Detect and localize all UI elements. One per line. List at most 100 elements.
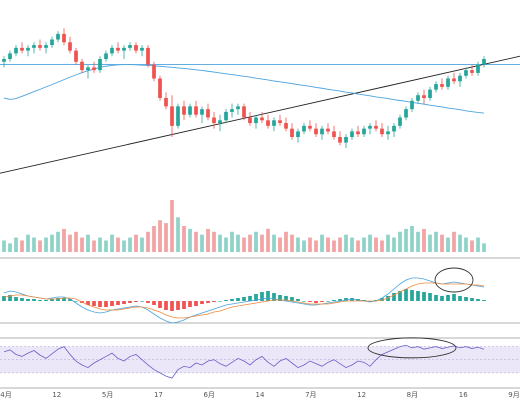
volume-bar bbox=[146, 231, 150, 252]
macd-histogram-bar bbox=[362, 300, 366, 301]
volume-bar bbox=[290, 234, 294, 252]
macd-line bbox=[3, 277, 485, 324]
volume-bar bbox=[302, 240, 306, 252]
macd-histogram-bar bbox=[86, 301, 90, 305]
volume-bar bbox=[182, 226, 186, 252]
macd-histogram-bar bbox=[158, 301, 162, 308]
macd-histogram-bar bbox=[350, 298, 354, 301]
volume-bar bbox=[284, 231, 288, 252]
candle-body bbox=[248, 117, 252, 124]
volume-bar bbox=[104, 240, 108, 252]
macd-histogram-bar bbox=[398, 291, 402, 301]
volume-bar bbox=[446, 237, 450, 252]
candle-body bbox=[86, 67, 90, 71]
x-tick-label: 12 bbox=[52, 391, 61, 399]
volume-bar bbox=[92, 240, 96, 252]
macd-highlight-ellipse bbox=[434, 267, 474, 293]
macd-histogram-bar bbox=[332, 300, 336, 301]
x-tick-label: 9月 bbox=[508, 391, 519, 399]
candle-body bbox=[254, 117, 258, 124]
volume-bar bbox=[236, 234, 240, 252]
volume-bar bbox=[350, 237, 354, 252]
candle-body bbox=[422, 95, 426, 98]
candle-body bbox=[464, 70, 468, 76]
volume-bar bbox=[392, 237, 396, 252]
candle-body bbox=[20, 47, 24, 51]
candle-body bbox=[62, 33, 66, 43]
x-tick-label: 14 bbox=[256, 391, 265, 399]
macd-histogram-bar bbox=[50, 299, 54, 301]
candle-body bbox=[14, 47, 18, 54]
candle-body bbox=[458, 75, 462, 82]
x-tick-label: 12 bbox=[357, 391, 366, 399]
macd-lines bbox=[3, 277, 485, 324]
volume-bar bbox=[452, 231, 456, 252]
volume-bar bbox=[134, 234, 138, 252]
macd-histogram-bar bbox=[326, 301, 330, 302]
volume-bar bbox=[308, 237, 312, 252]
candle-body bbox=[182, 106, 186, 115]
macd-histogram-bar bbox=[152, 301, 156, 305]
candlesticks bbox=[2, 28, 486, 149]
volume-bar bbox=[398, 231, 402, 252]
macd-histogram-bar bbox=[422, 292, 426, 301]
macd-histogram-bar bbox=[44, 300, 48, 301]
candle-body bbox=[368, 125, 372, 129]
volume-bar bbox=[356, 240, 360, 252]
macd-histogram-bar bbox=[338, 299, 342, 301]
candle-body bbox=[320, 128, 324, 135]
candle-body bbox=[152, 64, 156, 79]
macd-histogram-bar bbox=[386, 296, 390, 301]
volume-bar bbox=[98, 237, 102, 252]
candle-body bbox=[380, 128, 384, 135]
candle-body bbox=[68, 42, 72, 51]
macd-histogram-bar bbox=[266, 291, 270, 301]
volume-bar bbox=[242, 237, 246, 252]
macd-histogram-bar bbox=[242, 297, 246, 301]
volume-bar bbox=[212, 231, 216, 252]
candle-body bbox=[338, 137, 342, 143]
volume-bar bbox=[440, 234, 444, 252]
candle-body bbox=[164, 98, 168, 107]
candle-body bbox=[128, 45, 132, 48]
volume-bar bbox=[476, 237, 480, 252]
candle-body bbox=[206, 109, 210, 118]
macd-histogram-bar bbox=[446, 295, 450, 301]
macd-histogram-bar bbox=[134, 301, 138, 302]
candle-body bbox=[284, 123, 288, 129]
macd-histogram-bar bbox=[20, 298, 24, 301]
macd-histogram-bar bbox=[62, 298, 66, 301]
x-tick-label: 17 bbox=[154, 391, 163, 399]
volume-bar bbox=[68, 234, 72, 252]
volume-bar bbox=[470, 240, 474, 252]
candle-body bbox=[230, 109, 234, 112]
macd-histogram-bar bbox=[164, 301, 168, 310]
volume-bar bbox=[362, 237, 366, 252]
candle-body bbox=[2, 59, 6, 62]
candle-body bbox=[482, 59, 486, 65]
candle-body bbox=[434, 84, 438, 90]
macd-histogram-bar bbox=[254, 294, 258, 301]
volume-bar bbox=[32, 237, 36, 252]
volume-bar bbox=[2, 240, 6, 252]
macd-histogram-bar bbox=[116, 301, 120, 305]
macd-histogram-bar bbox=[182, 301, 186, 309]
candle-body bbox=[140, 47, 144, 51]
candle-body bbox=[80, 61, 84, 71]
volume-bar bbox=[260, 234, 264, 252]
macd-histogram-bar bbox=[392, 293, 396, 301]
candle-body bbox=[410, 100, 414, 110]
candle-body bbox=[74, 50, 78, 62]
volume-bar bbox=[230, 231, 234, 252]
candle-body bbox=[158, 78, 162, 98]
volume-bar bbox=[386, 234, 390, 252]
macd-histogram-bar bbox=[104, 301, 108, 307]
candle-body bbox=[266, 120, 270, 126]
volume-bar bbox=[86, 234, 90, 252]
candle-body bbox=[104, 53, 108, 59]
volume-bar bbox=[224, 237, 228, 252]
candle-body bbox=[194, 106, 198, 115]
volume-bar bbox=[74, 231, 78, 252]
volume-bar bbox=[410, 226, 414, 252]
